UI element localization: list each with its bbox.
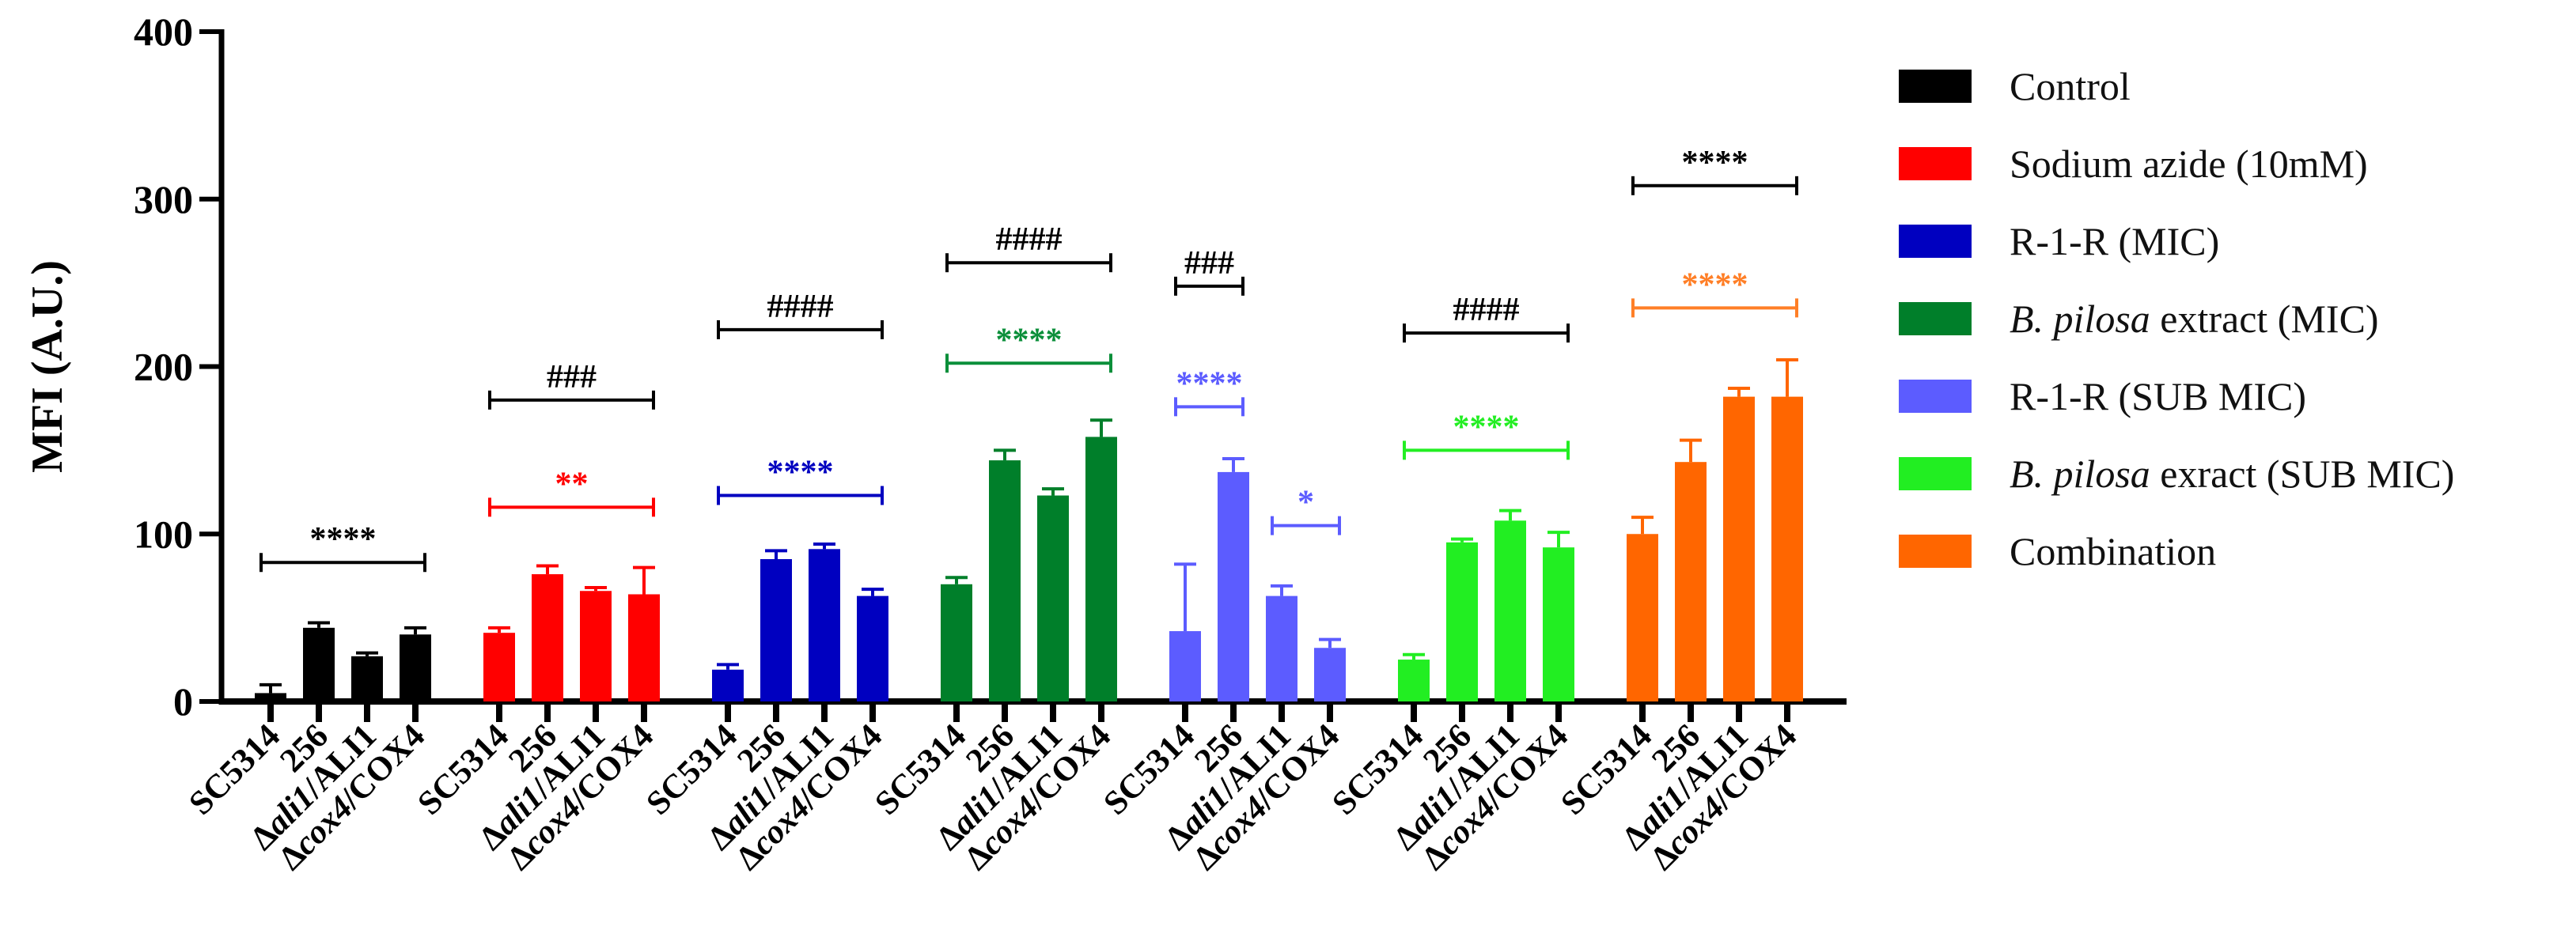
bar xyxy=(303,627,335,701)
bar xyxy=(255,693,286,701)
legend-item: B. pilosa extract (MIC) xyxy=(1899,280,2563,357)
legend-swatch xyxy=(1899,535,1972,568)
legend-swatch xyxy=(1899,457,1972,490)
y-tick-label: 200 xyxy=(134,345,193,389)
bar xyxy=(1771,396,1803,701)
bar xyxy=(400,634,431,701)
bar xyxy=(580,591,612,701)
significance-label: **** xyxy=(310,521,377,558)
significance-brackets: ******###****####****####*****###****###… xyxy=(259,145,1798,573)
significance-label: ### xyxy=(547,359,597,395)
legend-label: B. pilosa extract (MIC) xyxy=(2010,297,2379,341)
bar xyxy=(1723,396,1755,701)
significance-label: ### xyxy=(1184,245,1234,282)
legend-label: Control xyxy=(2010,64,2131,108)
bar xyxy=(857,595,888,701)
legend-swatch xyxy=(1899,147,1972,180)
y-tick-label: 300 xyxy=(134,177,193,221)
legend: Control Sodium azide (10mM) R-1-R (MIC) B. … xyxy=(1899,47,2563,590)
legend-item: Sodium azide (10mM) xyxy=(1899,125,2563,202)
significance-label: ** xyxy=(555,466,589,502)
legend-label: R-1-R (MIC) xyxy=(2010,219,2220,263)
legend-label: B. pilosa exract (SUB MIC) xyxy=(2010,452,2455,496)
bar xyxy=(1266,595,1297,701)
bar xyxy=(1398,660,1430,701)
legend-swatch xyxy=(1899,70,1972,103)
bar xyxy=(1169,631,1201,701)
bar xyxy=(483,633,515,701)
bar xyxy=(1037,495,1069,701)
bar xyxy=(989,460,1021,701)
legend-item: R-1-R (MIC) xyxy=(1899,202,2563,280)
legend-item: Control xyxy=(1899,47,2563,125)
bar xyxy=(1446,542,1478,701)
y-tick-label: 0 xyxy=(173,679,193,724)
legend-label: R-1-R (SUB MIC) xyxy=(2010,374,2307,418)
bar xyxy=(1314,648,1346,701)
legend-swatch xyxy=(1899,380,1972,413)
significance-label: **** xyxy=(996,322,1063,358)
bar xyxy=(1627,534,1658,701)
legend-swatch xyxy=(1899,302,1972,335)
significance-label: **** xyxy=(1176,365,1243,402)
significance-label: #### xyxy=(996,221,1063,258)
legend-item: B. pilosa exract (SUB MIC) xyxy=(1899,435,2563,512)
bar xyxy=(1085,437,1117,701)
bar xyxy=(1218,471,1249,701)
significance-label: **** xyxy=(1682,267,1748,303)
significance-label: #### xyxy=(767,289,834,325)
bar xyxy=(1543,547,1574,701)
significance-label: **** xyxy=(767,455,834,491)
significance-label: **** xyxy=(1682,145,1748,181)
legend-item: R-1-R (SUB MIC) xyxy=(1899,357,2563,435)
y-tick-label: 400 xyxy=(134,9,193,54)
bar xyxy=(628,594,660,701)
y-tick-label: 100 xyxy=(134,512,193,556)
legend-swatch xyxy=(1899,225,1972,258)
bar xyxy=(1675,462,1707,701)
bar xyxy=(1494,520,1526,701)
bars xyxy=(255,358,1803,701)
significance-label: #### xyxy=(1453,292,1520,328)
bar xyxy=(532,574,563,701)
legend-item: Combination xyxy=(1899,512,2563,590)
bar xyxy=(351,656,383,701)
bar xyxy=(941,584,972,701)
bar xyxy=(712,669,744,701)
significance-label: **** xyxy=(1453,409,1520,445)
x-tick-labels: SC5314256Δali1/ALI1Δcox4/COX4SC5314256Δa… xyxy=(182,717,1804,878)
significance-label: * xyxy=(1297,485,1314,521)
y-axis-label: MFI (A.U.) xyxy=(23,260,72,473)
legend-label: Sodium azide (10mM) xyxy=(2010,142,2368,186)
legend-label: Combination xyxy=(2010,529,2217,573)
bar xyxy=(760,559,792,701)
bar xyxy=(809,549,840,701)
